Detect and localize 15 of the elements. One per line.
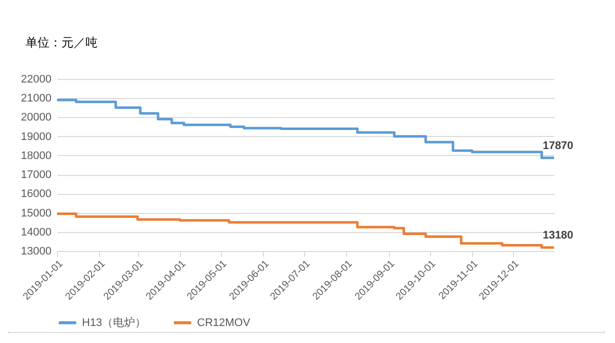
y-tick-label: 15000 bbox=[20, 207, 52, 220]
y-tick-label: 13000 bbox=[20, 246, 52, 258]
annotation: 13180 bbox=[542, 230, 574, 242]
legend-label: CR12MOV bbox=[197, 316, 251, 329]
y-tick-label: 21000 bbox=[20, 92, 52, 105]
y-axis-title: 单位：元／吨 bbox=[26, 36, 98, 50]
y-tick-label: 18000 bbox=[20, 150, 52, 162]
legend-label: H13（电炉） bbox=[82, 316, 146, 329]
y-tick-label: 17000 bbox=[20, 169, 52, 182]
y-tick-label: 14000 bbox=[20, 226, 52, 238]
y-tick-label: 19000 bbox=[20, 130, 52, 143]
annotation: 17870 bbox=[542, 140, 574, 152]
y-tick-label: 20000 bbox=[20, 112, 52, 124]
y-tick-label: 22000 bbox=[20, 74, 52, 86]
y-tick-label: 16000 bbox=[20, 188, 52, 200]
